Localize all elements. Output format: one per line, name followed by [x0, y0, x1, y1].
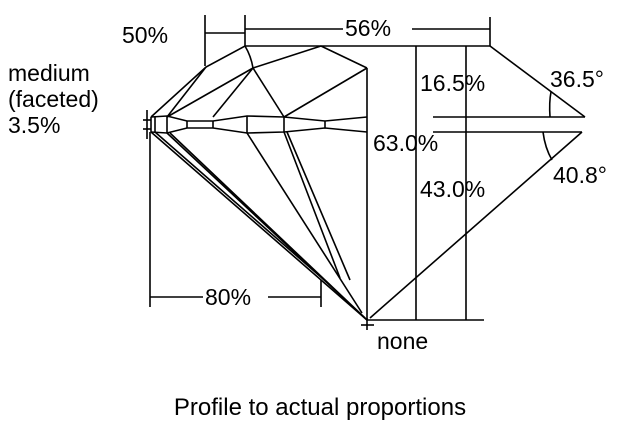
pavilion-angle-label: 40.8°	[553, 162, 607, 188]
star-length-label: 50%	[122, 22, 169, 48]
crown-height-label: 16.5%	[420, 70, 486, 96]
girdle-label: medium	[8, 60, 90, 86]
girdle-type-label: (faceted)	[8, 86, 99, 112]
crown-facets	[166, 45, 368, 118]
caption: Profile to actual proportions	[173, 394, 467, 421]
table-width-label: 56%	[345, 15, 392, 41]
angle-indicators	[369, 45, 586, 319]
pavilion-facets	[154, 131, 368, 321]
diamond-outline	[150, 45, 490, 321]
lower-half-label: 80%	[205, 284, 252, 310]
girdle-facets	[143, 110, 368, 139]
crown-angle-label: 36.5°	[550, 66, 604, 92]
dimension-lines	[149, 15, 491, 330]
girdle-thickness-label: 3.5%	[8, 112, 61, 138]
culet-label: none	[377, 328, 429, 354]
pavilion-depth-label: 43.0%	[420, 176, 486, 202]
total-depth-label: 63.0%	[373, 130, 439, 156]
